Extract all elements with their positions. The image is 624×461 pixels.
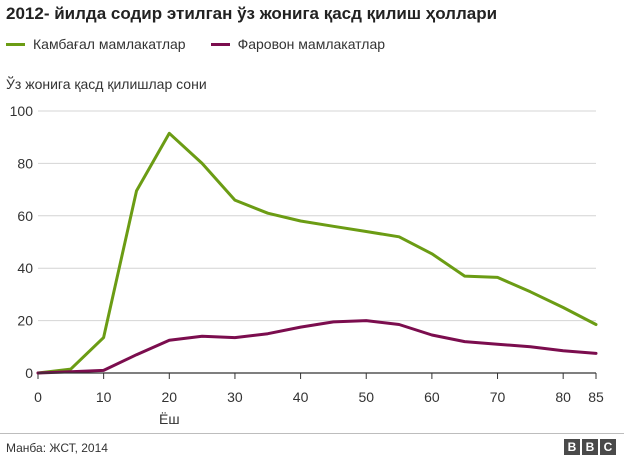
x-tick-label: 40: [293, 389, 309, 405]
y-tick-label: 100: [10, 103, 34, 119]
y-tick-label: 0: [25, 365, 33, 381]
chart-title: 2012- йилда содир этилган ўз жонига қасд…: [6, 4, 498, 23]
bbc-logo-letter: C: [600, 439, 616, 455]
legend: Камбағал мамлакатлар Фаровон мамлакатлар: [6, 35, 410, 53]
y-tick-label: 80: [17, 155, 33, 171]
y-tick-label: 40: [17, 260, 33, 276]
x-tick-label: 20: [162, 389, 178, 405]
legend-label-high-income: Фаровон мамлакатлар: [237, 36, 386, 52]
bbc-logo: B B C: [562, 439, 616, 455]
y-axis-label: Ўз жонига қасд қилишлар сони: [6, 76, 207, 92]
legend-item-low-income: Камбағал мамлакатлар: [6, 36, 186, 52]
y-tick-label: 60: [17, 208, 33, 224]
x-tick-label: 0: [34, 389, 42, 405]
x-tick-label: 70: [490, 389, 506, 405]
x-tick-label: 85: [588, 389, 604, 405]
footer-divider: [0, 433, 624, 434]
x-tick-label: 80: [555, 389, 571, 405]
legend-label-low-income: Камбағал мамлакатлар: [33, 36, 186, 52]
x-tick-label: 60: [424, 389, 440, 405]
legend-swatch-low-income: [6, 42, 25, 46]
y-tick-label: 20: [17, 313, 33, 329]
source-note: Манба: ЖСТ, 2014: [6, 441, 108, 455]
series-line-low-income: [36, 131, 598, 375]
x-axis-label: Ёш: [159, 411, 180, 427]
bbc-logo-letter: B: [564, 439, 580, 455]
line-chart: 0 20 40 60 80 100 0 10 20 30 40 50 60 70 80 85 Ёш: [10, 103, 604, 427]
x-tick-label: 30: [227, 389, 243, 405]
legend-item-high-income: Фаровон мамлакатлар: [210, 36, 386, 52]
x-tick-label: 50: [358, 389, 374, 405]
bbc-logo-letter: B: [582, 439, 598, 455]
x-tick-label: 10: [96, 389, 112, 405]
series-line-high-income: [36, 319, 598, 375]
legend-swatch-high-income: [210, 42, 230, 46]
